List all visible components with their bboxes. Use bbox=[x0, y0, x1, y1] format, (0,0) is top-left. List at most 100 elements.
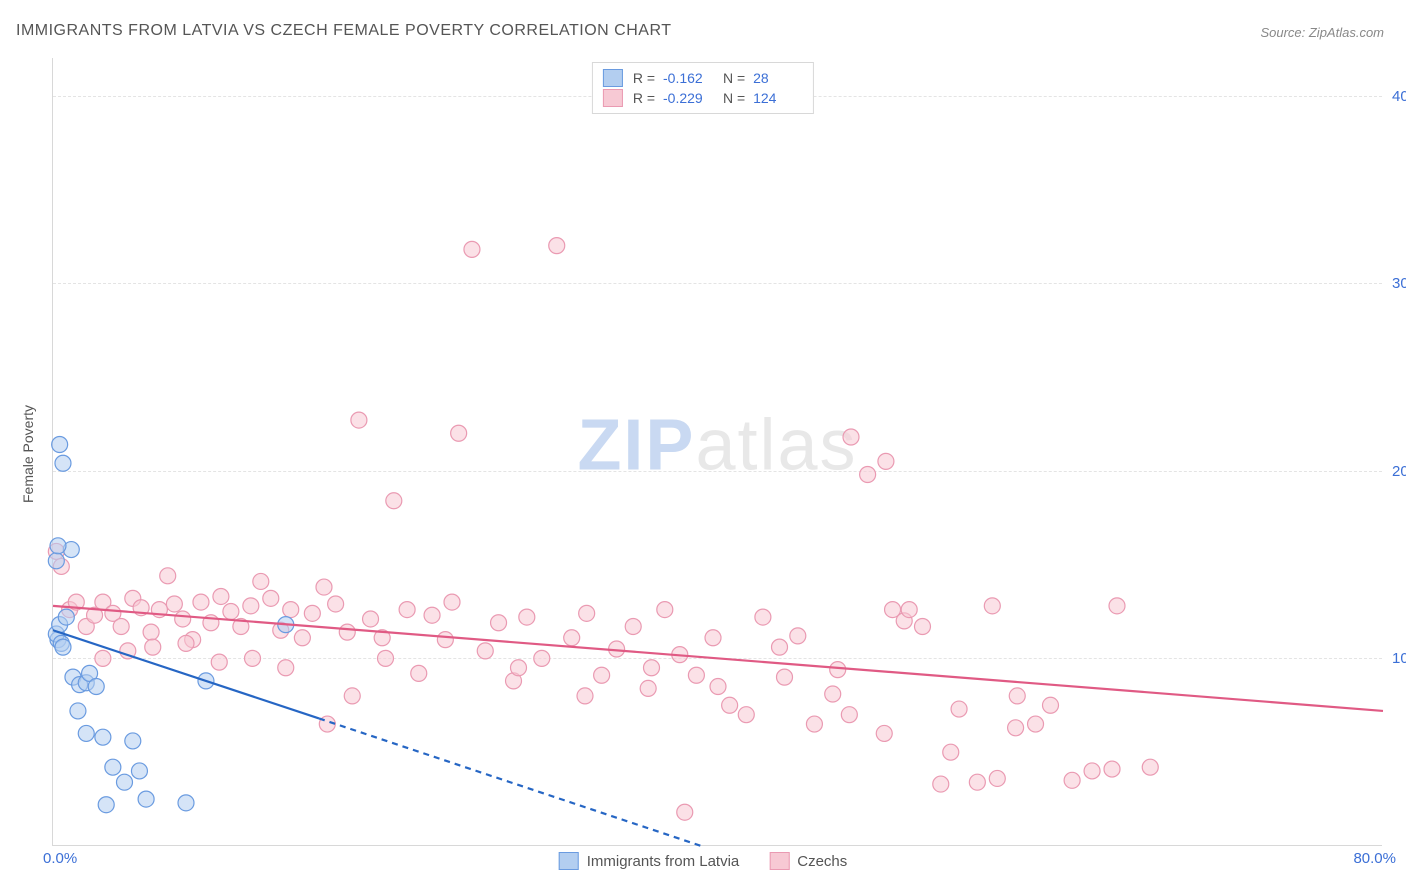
data-point bbox=[113, 618, 129, 634]
data-point bbox=[78, 725, 94, 741]
trend-line bbox=[319, 718, 701, 846]
data-point bbox=[166, 596, 182, 612]
data-point bbox=[777, 669, 793, 685]
data-point bbox=[437, 632, 453, 648]
y-tick-label: 40.0% bbox=[1392, 88, 1406, 105]
chart-svg bbox=[53, 58, 1382, 845]
data-point bbox=[178, 635, 194, 651]
n-value-czech: 124 bbox=[753, 90, 803, 106]
data-point bbox=[1028, 716, 1044, 732]
data-point bbox=[175, 611, 191, 627]
data-point bbox=[48, 553, 64, 569]
n-value-latvia: 28 bbox=[753, 70, 803, 86]
data-point bbox=[70, 703, 86, 719]
data-point bbox=[145, 639, 161, 655]
data-point bbox=[1104, 761, 1120, 777]
data-point bbox=[160, 568, 176, 584]
data-point bbox=[951, 701, 967, 717]
data-point bbox=[885, 602, 901, 618]
data-point bbox=[386, 493, 402, 509]
data-point bbox=[138, 791, 154, 807]
data-point bbox=[772, 639, 788, 655]
data-point bbox=[351, 412, 367, 428]
data-point bbox=[363, 611, 379, 627]
y-tick-label: 30.0% bbox=[1392, 275, 1406, 292]
data-point bbox=[579, 605, 595, 621]
legend-row-czech: R = -0.229 N = 124 bbox=[603, 88, 803, 108]
swatch-czech-bottom bbox=[769, 852, 789, 870]
data-point bbox=[657, 602, 673, 618]
swatch-latvia-bottom bbox=[559, 852, 579, 870]
data-point bbox=[549, 238, 565, 254]
data-point bbox=[491, 615, 507, 631]
data-point bbox=[88, 679, 104, 695]
n-label-czech: N = 124 bbox=[723, 90, 803, 106]
r-value-latvia: -0.162 bbox=[663, 70, 713, 86]
data-point bbox=[263, 590, 279, 606]
data-point bbox=[677, 804, 693, 820]
data-point bbox=[984, 598, 1000, 614]
data-point bbox=[511, 660, 527, 676]
data-point bbox=[841, 707, 857, 723]
data-point bbox=[95, 729, 111, 745]
data-point bbox=[933, 776, 949, 792]
data-point bbox=[644, 660, 660, 676]
data-point bbox=[1008, 720, 1024, 736]
data-point bbox=[688, 667, 704, 683]
y-tick-label: 20.0% bbox=[1392, 463, 1406, 480]
data-point bbox=[105, 759, 121, 775]
data-point bbox=[738, 707, 754, 723]
data-point bbox=[943, 744, 959, 760]
data-point bbox=[1109, 598, 1125, 614]
data-point bbox=[223, 603, 239, 619]
legend-item-latvia: Immigrants from Latvia bbox=[559, 852, 740, 870]
data-point bbox=[283, 602, 299, 618]
data-point bbox=[245, 650, 261, 666]
data-point bbox=[577, 688, 593, 704]
r-label-latvia: R = -0.162 bbox=[633, 70, 713, 86]
data-point bbox=[1142, 759, 1158, 775]
data-point bbox=[464, 241, 480, 257]
data-point bbox=[344, 688, 360, 704]
data-point bbox=[790, 628, 806, 644]
data-point bbox=[424, 607, 440, 623]
data-point bbox=[843, 429, 859, 445]
data-point bbox=[444, 594, 460, 610]
data-point bbox=[477, 643, 493, 659]
data-point bbox=[193, 594, 209, 610]
data-point bbox=[278, 660, 294, 676]
data-point bbox=[50, 538, 66, 554]
y-tick-label: 10.0% bbox=[1392, 650, 1406, 667]
data-point bbox=[914, 618, 930, 634]
data-point bbox=[95, 650, 111, 666]
data-point bbox=[625, 618, 641, 634]
data-point bbox=[58, 609, 74, 625]
source-attribution: Source: ZipAtlas.com bbox=[1260, 25, 1384, 40]
data-point bbox=[564, 630, 580, 646]
data-point bbox=[411, 665, 427, 681]
data-point bbox=[211, 654, 227, 670]
data-point bbox=[253, 573, 269, 589]
data-point bbox=[55, 455, 71, 471]
x-tick-min: 0.0% bbox=[43, 850, 77, 867]
data-point bbox=[1009, 688, 1025, 704]
r-value-czech: -0.229 bbox=[663, 90, 713, 106]
data-point bbox=[339, 624, 355, 640]
data-point bbox=[304, 605, 320, 621]
data-point bbox=[755, 609, 771, 625]
data-point bbox=[640, 680, 656, 696]
chart-plot-area: ZIPatlas 10.0%20.0%30.0%40.0%0.0%80.0% bbox=[52, 58, 1382, 846]
data-point bbox=[143, 624, 159, 640]
swatch-czech bbox=[603, 89, 623, 107]
data-point bbox=[876, 725, 892, 741]
data-point bbox=[98, 797, 114, 813]
legend-label-czech: Czechs bbox=[797, 853, 847, 870]
legend-label-latvia: Immigrants from Latvia bbox=[587, 853, 740, 870]
x-tick-max: 80.0% bbox=[1353, 850, 1396, 867]
data-point bbox=[519, 609, 535, 625]
data-point bbox=[989, 770, 1005, 786]
data-point bbox=[125, 733, 141, 749]
data-point bbox=[825, 686, 841, 702]
data-point bbox=[705, 630, 721, 646]
data-point bbox=[294, 630, 310, 646]
